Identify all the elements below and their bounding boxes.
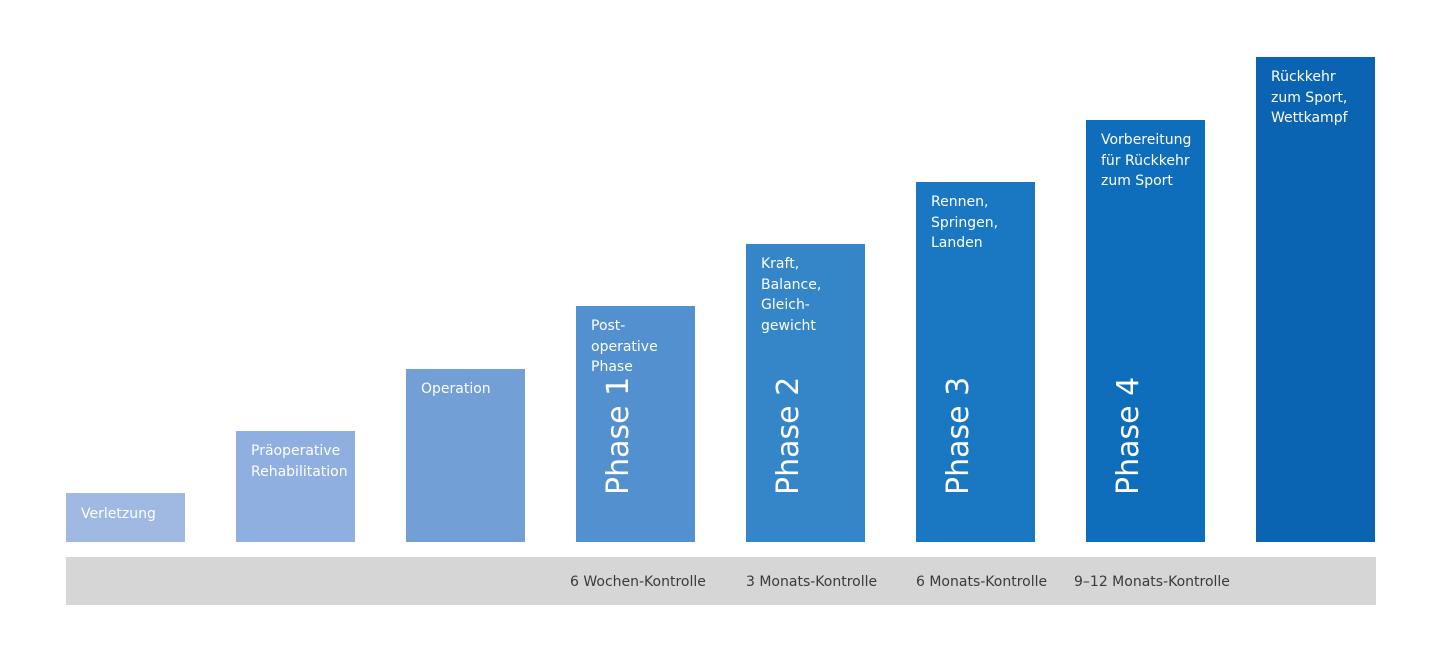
step-label: Rennen, Springen, Landen <box>931 194 999 251</box>
checkpoint-6-monate: 6 Monats-Kontrolle <box>916 574 1048 590</box>
step-phase-3: Rennen, Springen, Landen Phase 3 <box>916 182 1035 542</box>
step-label: Kraft, Balance, Gleich- gewicht <box>761 256 822 334</box>
phase-label: Phase 2 <box>770 376 806 495</box>
phase-label: Phase 4 <box>1110 376 1146 495</box>
step-label: Vorbereitung für Rückkehr zum Sport <box>1101 132 1192 189</box>
step-phase-2: Kraft, Balance, Gleich- gewicht Phase 2 <box>746 244 865 542</box>
checkpoint-3-monate: 3 Monats-Kontrolle <box>746 574 878 590</box>
step-label: Operation <box>421 381 491 397</box>
step-praeoperative-rehabilitation: Präoperative Rehabilitation <box>236 431 355 542</box>
step-label: Präoperative Rehabilitation <box>251 443 348 480</box>
step-verletzung: Verletzung <box>66 493 185 542</box>
checkpoint-9-12-monate: 9–12 Monats-Kontrolle <box>1074 574 1230 590</box>
step-phase-1: Post- operative Phase Phase 1 <box>576 306 695 542</box>
step-label: Post- operative Phase <box>591 318 658 375</box>
step-rueckkehr-zum-sport: Rückkehr zum Sport, Wettkampf <box>1256 57 1375 542</box>
checkup-timeline: 6 Wochen-Kontrolle 3 Monats-Kontrolle 6 … <box>66 557 1376 605</box>
step-operation: Operation <box>406 369 525 542</box>
checkpoint-6-wochen: 6 Wochen-Kontrolle <box>570 574 706 590</box>
step-label: Verletzung <box>81 506 156 522</box>
step-phase-4: Vorbereitung für Rückkehr zum Sport Phas… <box>1086 120 1205 542</box>
step-label: Rückkehr zum Sport, Wettkampf <box>1271 69 1348 126</box>
phase-label: Phase 3 <box>940 376 976 495</box>
phase-label: Phase 1 <box>600 376 636 495</box>
